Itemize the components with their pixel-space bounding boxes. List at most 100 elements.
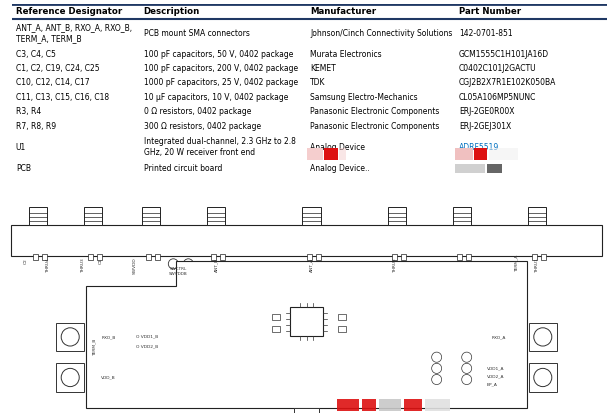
Text: R7, R8, R9: R7, R8, R9	[16, 122, 56, 131]
Bar	[302, 207, 321, 225]
Text: Analog Device..: Analog Device..	[310, 164, 370, 173]
Bar	[474, 148, 487, 160]
Bar	[452, 207, 471, 225]
Text: CL05A106MP5NUNC: CL05A106MP5NUNC	[459, 93, 536, 102]
Text: Johnson/Cinch Connectivity Solutions: Johnson/Cinch Connectivity Solutions	[310, 28, 452, 38]
Bar	[455, 164, 485, 173]
Text: Integrated dual-channel, 2.3 GHz to 2.8
GHz, 20 W receiver front end: Integrated dual-channel, 2.3 GHz to 2.8 …	[143, 137, 295, 157]
Text: Analog Device: Analog Device	[310, 143, 365, 152]
Bar	[362, 399, 376, 411]
Bar	[392, 254, 397, 260]
Text: 10 μF capacitors, 10 V, 0402 package: 10 μF capacitors, 10 V, 0402 package	[143, 93, 288, 102]
Bar	[211, 254, 216, 260]
Text: 1000 pF capacitors, 25 V, 0402 package: 1000 pF capacitors, 25 V, 0402 package	[143, 78, 298, 88]
Bar	[56, 323, 84, 351]
Text: ANT_A, ANT_B, RXO_A, RXO_B,
TERM_A, TERM_B: ANT_A, ANT_B, RXO_A, RXO_B, TERM_A, TERM…	[16, 23, 132, 43]
Text: C3, C4, C5: C3, C4, C5	[16, 50, 56, 59]
Text: BP_A: BP_A	[487, 382, 498, 387]
Text: PCB mount SMA connectors: PCB mount SMA connectors	[143, 28, 249, 38]
Text: 100 pF capacitors, 200 V, 0402 package: 100 pF capacitors, 200 V, 0402 package	[143, 64, 298, 73]
Text: SWCTRL: SWCTRL	[170, 267, 187, 271]
Bar	[338, 313, 346, 320]
Circle shape	[432, 363, 442, 373]
Bar	[457, 254, 462, 260]
Bar	[29, 207, 47, 225]
Bar	[340, 148, 346, 160]
Bar	[306, 254, 311, 260]
Bar	[337, 399, 359, 411]
Text: Panasonic Electronic Components: Panasonic Electronic Components	[310, 107, 440, 116]
Text: THRU4: THRU4	[46, 258, 50, 273]
Bar	[142, 207, 161, 225]
Circle shape	[61, 328, 79, 346]
Text: CGJ2B2X7R1E102K050BA: CGJ2B2X7R1E102K050BA	[459, 78, 556, 88]
Text: VDD1_A: VDD1_A	[487, 366, 504, 370]
Text: Murata Electronics: Murata Electronics	[310, 50, 382, 59]
Text: VDD2_A: VDD2_A	[487, 375, 504, 378]
Circle shape	[432, 375, 442, 385]
Bar	[291, 308, 322, 336]
Circle shape	[169, 259, 178, 269]
Text: THRU1: THRU1	[535, 258, 539, 273]
Bar	[33, 254, 38, 260]
Text: SWVDD: SWVDD	[132, 258, 136, 274]
Text: C1, C2, C19, C24, C25: C1, C2, C19, C24, C25	[16, 64, 99, 73]
Text: Printed circuit board: Printed circuit board	[143, 164, 222, 173]
Bar	[306, 148, 323, 160]
Bar	[487, 164, 501, 173]
Circle shape	[534, 328, 552, 346]
Text: Part Number: Part Number	[459, 7, 521, 16]
Text: KEMET: KEMET	[310, 64, 336, 73]
Text: 100 pF capacitors, 50 V, 0402 package: 100 pF capacitors, 50 V, 0402 package	[143, 50, 293, 59]
Text: TDK: TDK	[310, 78, 326, 88]
Text: C0402C101J2GACTU: C0402C101J2GACTU	[459, 64, 536, 73]
Polygon shape	[86, 261, 527, 408]
Text: VDD_B: VDD_B	[101, 375, 116, 380]
Text: O VDD1_B: O VDD1_B	[136, 334, 159, 338]
Text: C10, C12, C14, C17: C10, C12, C14, C17	[16, 78, 89, 88]
Text: C1: C1	[99, 258, 103, 263]
Bar	[401, 254, 406, 260]
Text: SWVDDB: SWVDDB	[169, 272, 188, 276]
Bar	[84, 207, 102, 225]
Text: ERJ-2GE0R00X: ERJ-2GE0R00X	[459, 107, 514, 116]
Text: R3, R4: R3, R4	[16, 107, 41, 116]
Bar	[529, 323, 557, 351]
Text: RXO_A: RXO_A	[492, 335, 506, 339]
Bar	[11, 225, 602, 256]
Bar	[272, 313, 281, 320]
Bar	[316, 254, 321, 260]
Text: Description: Description	[143, 7, 200, 16]
Bar	[532, 254, 537, 260]
Circle shape	[61, 368, 79, 387]
Text: TERM_B: TERM_B	[92, 338, 96, 356]
Bar	[207, 207, 226, 225]
Text: PCB: PCB	[16, 164, 31, 173]
Circle shape	[462, 352, 472, 362]
Circle shape	[534, 368, 552, 387]
Circle shape	[462, 375, 472, 385]
Text: GCM1555C1H101JA16D: GCM1555C1H101JA16D	[459, 50, 549, 59]
Bar	[403, 399, 422, 411]
Text: C11, C13, C15, C16, C18: C11, C13, C15, C16, C18	[16, 93, 109, 102]
Bar	[528, 207, 546, 225]
Text: ADRF5519: ADRF5519	[459, 143, 499, 152]
Text: Samsung Electro-Mechanics: Samsung Electro-Mechanics	[310, 93, 418, 102]
Text: C2: C2	[24, 258, 28, 263]
Bar	[56, 363, 84, 392]
Text: O VDD2_B: O VDD2_B	[136, 344, 159, 348]
Bar	[221, 254, 226, 260]
Bar	[455, 148, 473, 160]
Bar	[466, 254, 471, 260]
Text: RXO_B: RXO_B	[101, 335, 116, 339]
Circle shape	[432, 352, 442, 362]
Bar	[324, 148, 338, 160]
Text: ERJ-2GEJ301X: ERJ-2GEJ301X	[459, 122, 511, 131]
Bar	[155, 254, 161, 260]
Text: ANT_A: ANT_A	[310, 258, 313, 272]
Bar	[147, 254, 151, 260]
Bar	[338, 326, 346, 332]
Text: THRU3: THRU3	[82, 258, 85, 273]
Bar	[379, 399, 401, 411]
Bar	[88, 254, 93, 260]
